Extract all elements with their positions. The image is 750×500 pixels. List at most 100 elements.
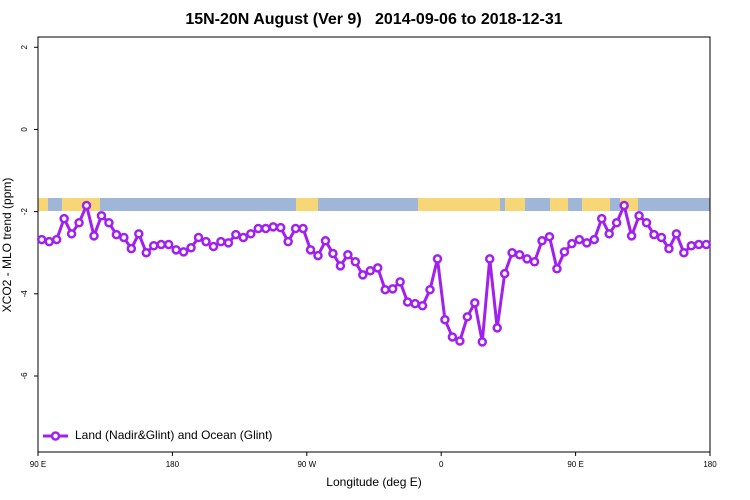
data-point	[380, 284, 390, 295]
data-point	[148, 240, 159, 251]
data-point	[507, 247, 517, 258]
data-point	[89, 231, 99, 241]
data-point	[529, 257, 540, 267]
data-point	[462, 312, 473, 322]
data-point	[163, 239, 174, 250]
data-point	[328, 248, 338, 259]
data-point	[305, 245, 316, 255]
data-point	[260, 223, 271, 234]
data-point	[634, 210, 644, 221]
land-patch	[582, 198, 610, 211]
data-point	[275, 222, 286, 233]
data-point	[178, 247, 189, 257]
data-point	[51, 234, 62, 245]
data-point	[701, 239, 712, 250]
data-point	[193, 232, 204, 243]
data-point	[671, 229, 682, 239]
data-point	[417, 300, 428, 311]
data-point	[402, 297, 413, 307]
data-point	[656, 232, 667, 243]
data-point	[171, 245, 181, 255]
data-point	[664, 243, 674, 254]
data-point	[372, 263, 383, 273]
data-point	[66, 229, 77, 239]
data-point	[559, 247, 570, 257]
data-point	[96, 210, 107, 221]
x-tick-label: 90 W	[297, 460, 316, 469]
data-point	[156, 239, 166, 250]
data-point	[268, 222, 278, 232]
y-tick-label: -6	[20, 372, 29, 380]
land-patch	[418, 198, 500, 211]
data-point	[283, 236, 293, 247]
land-patch	[62, 198, 100, 211]
data-point	[477, 337, 488, 347]
data-point	[619, 200, 629, 211]
data-point	[119, 232, 129, 243]
data-point	[492, 323, 502, 333]
data-point	[335, 261, 346, 271]
data-point	[253, 223, 264, 234]
x-tick-label: 90 E	[567, 460, 583, 469]
data-point	[514, 250, 525, 260]
data-point	[626, 231, 637, 241]
data-point	[447, 332, 458, 342]
x-tick-label: 90 E	[30, 460, 46, 469]
data-point	[298, 223, 308, 234]
data-point	[74, 217, 84, 228]
data-point	[679, 247, 689, 258]
data-point	[589, 234, 600, 245]
data-point	[365, 266, 376, 276]
data-point	[544, 231, 555, 242]
data-point	[567, 238, 577, 249]
data-point	[410, 298, 420, 309]
data-point	[320, 236, 331, 246]
data-point	[499, 268, 510, 279]
data-point	[582, 238, 592, 248]
data-point	[395, 277, 405, 287]
data-point	[104, 217, 114, 228]
data-point	[604, 229, 614, 239]
data-point	[313, 250, 323, 261]
data-point	[470, 298, 480, 308]
data-point	[231, 229, 241, 240]
x-tick-label: 0	[439, 460, 444, 469]
data-point	[81, 200, 92, 211]
data-point	[387, 284, 398, 294]
data-point	[611, 217, 622, 228]
legend-marker	[50, 431, 61, 441]
data-point	[208, 241, 219, 252]
land-ocean-band	[38, 198, 710, 211]
data-point	[111, 229, 122, 240]
data-point	[126, 243, 137, 254]
plot-frame	[37, 36, 711, 453]
chart-title: 15N-20N August (Ver 9) 2014-09-06 to 201…	[185, 11, 562, 28]
data-point	[201, 236, 211, 247]
y-tick-label: 2	[20, 44, 29, 49]
data-point	[455, 336, 465, 346]
data-point	[36, 234, 47, 245]
data-point	[141, 247, 152, 258]
data-point	[44, 236, 54, 247]
data-point	[649, 229, 659, 240]
data-point	[596, 213, 607, 224]
x-tick-label: 180	[166, 460, 180, 469]
y-axis-label: XCO2 - MLO trend (ppm)	[0, 178, 14, 313]
data-point	[432, 254, 443, 264]
ocean-band	[38, 198, 710, 211]
y-tick-label: -2	[20, 208, 29, 216]
land-patch	[38, 198, 48, 211]
x-axis-label: Longitude (deg E)	[326, 475, 421, 489]
data-point	[440, 314, 450, 325]
y-tick-label: -4	[20, 290, 29, 298]
data-point	[223, 238, 234, 248]
data-point	[484, 254, 495, 264]
data-point	[59, 213, 69, 224]
data-point	[358, 270, 368, 280]
data-point	[186, 243, 196, 253]
y-tick-label: 0	[20, 127, 29, 132]
data-point	[686, 240, 697, 251]
data-point	[641, 217, 652, 228]
data-point	[246, 229, 256, 239]
